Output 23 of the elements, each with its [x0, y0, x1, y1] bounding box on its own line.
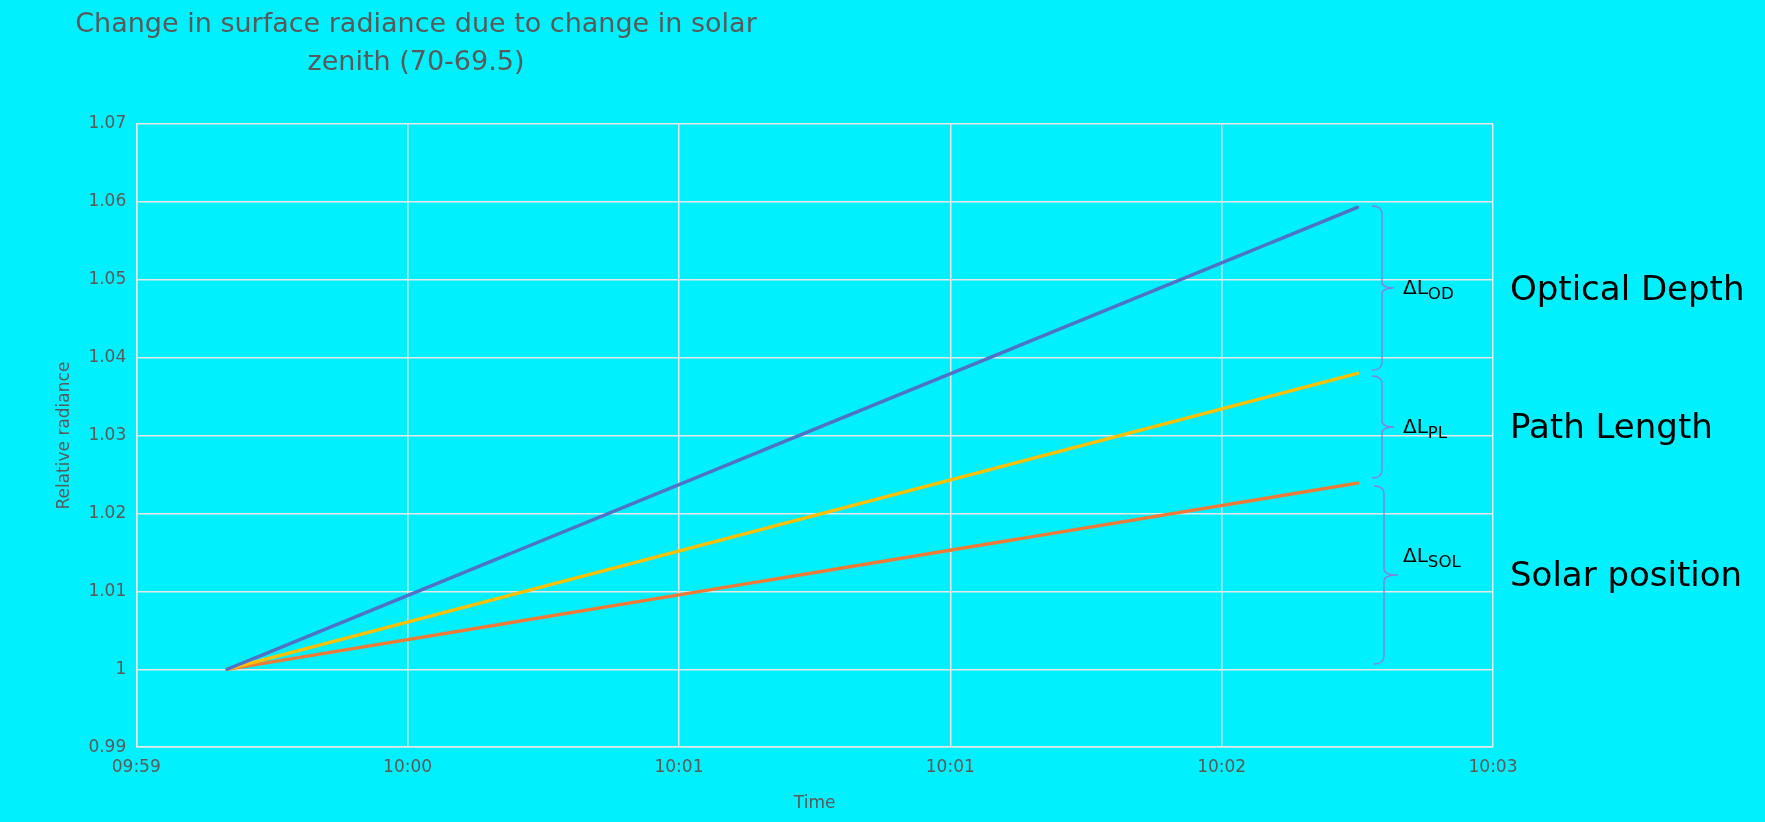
y-tick-label: 1.06 [88, 190, 127, 211]
x-tick-label: 10:02 [1197, 755, 1247, 776]
text: Optical Depth [1510, 268, 1745, 308]
y-tick-label: 1.03 [88, 424, 127, 445]
x-tick-label: 10:00 [383, 755, 433, 776]
y-axis-title: Relative radiance [52, 361, 73, 510]
annotation: ΔL$_{SOL}$ [1403, 543, 1461, 571]
x-tick-label: 10:01 [654, 755, 704, 776]
y-tick-label: 1.01 [88, 579, 127, 600]
x-tick-label: 10:03 [1468, 755, 1518, 776]
text: Solar position [1510, 554, 1743, 594]
x-tick-label: 09:59 [111, 755, 161, 776]
text: Path Length [1510, 406, 1713, 446]
y-tick-label: 0.99 [88, 735, 127, 756]
y-tick-label: 1.02 [88, 501, 127, 522]
annotation: ΔL$_{OD}$ [1403, 275, 1454, 303]
y-tick-label: 1 [115, 657, 127, 678]
y-tick-label: 1.07 [88, 112, 127, 133]
x-axis-title: Time [792, 792, 836, 813]
y-tick-label: 1.04 [88, 346, 127, 367]
x-tick-label: 10:01 [925, 755, 975, 776]
y-tick-label: 1.05 [88, 268, 127, 289]
chart-title: Change in surface radiance due to change in solar zenith (70-69.5) [74, 6, 758, 78]
